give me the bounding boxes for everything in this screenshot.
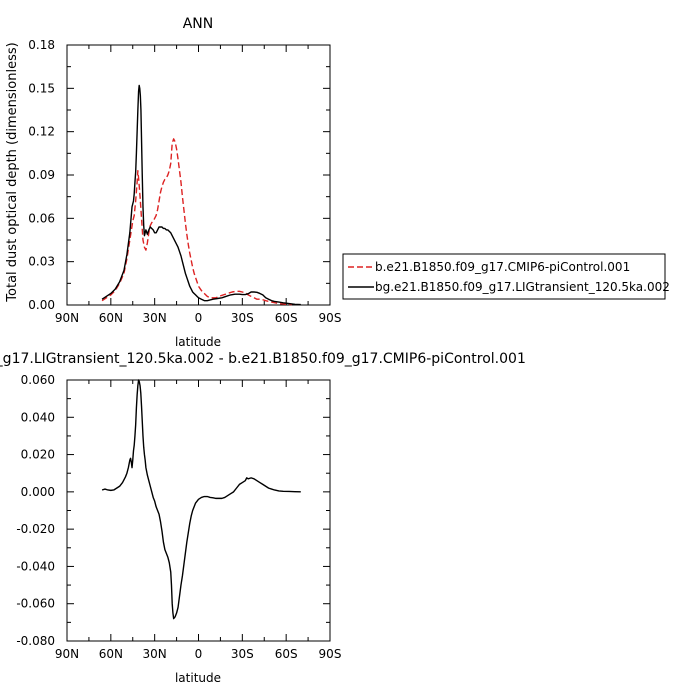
x-tick-label: 90S (319, 311, 342, 325)
x-tick-label: 30N (143, 311, 167, 325)
y-tick-label: 0.06 (28, 211, 55, 225)
x-tick-label: 30N (143, 647, 167, 661)
legend-box (342, 253, 666, 300)
x-tick-label: 90S (319, 647, 342, 661)
x-tick-label: 30S (231, 647, 254, 661)
y-tick-label: 0.09 (28, 168, 55, 182)
legend-label-LIGtransient: bg.e21.B1850.f09_g17.LIGtransient_120.5k… (375, 280, 670, 294)
x-tick-label: 0 (195, 647, 203, 661)
y-tick-label: 0.12 (28, 125, 55, 139)
plot-frame (66, 44, 331, 306)
series-line-1 (101, 379, 301, 620)
x-tick-label: 60N (99, 311, 123, 325)
top-plot-y-axis-label: Total dust optical depth (dimensionless) (5, 42, 20, 302)
top-plot-x-axis-label: latitude (175, 335, 221, 349)
legend-label-piControl: b.e21.B1850.f09_g17.CMIP6-piControl.001 (375, 260, 630, 274)
bottom-plot-x-axis-label: latitude (175, 671, 221, 685)
y-tick-label: 0.020 (21, 448, 55, 462)
x-tick-label: 60S (275, 311, 298, 325)
y-tick-label: -0.080 (16, 634, 55, 648)
legend: b.e21.B1850.f09_g17.CMIP6-piControl.001 … (342, 253, 670, 300)
y-tick-label: 0.040 (21, 410, 55, 424)
y-tick-label: 0.15 (28, 81, 55, 95)
y-tick-label: -0.020 (16, 522, 55, 536)
x-tick-label: 60N (99, 647, 123, 661)
top-plot: ANN Total dust optical depth (dimensionl… (5, 16, 341, 349)
x-tick-label: 90N (55, 647, 79, 661)
y-tick-label: 0.060 (21, 373, 55, 387)
y-tick-label: 0.00 (28, 298, 55, 312)
series-line-1 (101, 138, 293, 306)
x-tick-label: 0 (195, 311, 203, 325)
x-tick-label: 60S (275, 647, 298, 661)
y-tick-label: 0.03 (28, 255, 55, 269)
y-tick-label: -0.040 (16, 559, 55, 573)
top-plot-title: ANN (183, 16, 214, 32)
y-tick-label: 0.000 (21, 485, 55, 499)
y-tick-label: 0.18 (28, 38, 55, 52)
bottom-plot-title: bg.e21.B1850.f09_g17.LIGtransient_120.5k… (0, 351, 526, 367)
bottom-plot: bg.e21.B1850.f09_g17.LIGtransient_120.5k… (0, 351, 526, 685)
x-tick-label: 30S (231, 311, 254, 325)
y-tick-label: -0.060 (16, 597, 55, 611)
series-line-2 (101, 84, 301, 306)
x-tick-label: 90N (55, 311, 79, 325)
plot-frame (66, 379, 331, 642)
